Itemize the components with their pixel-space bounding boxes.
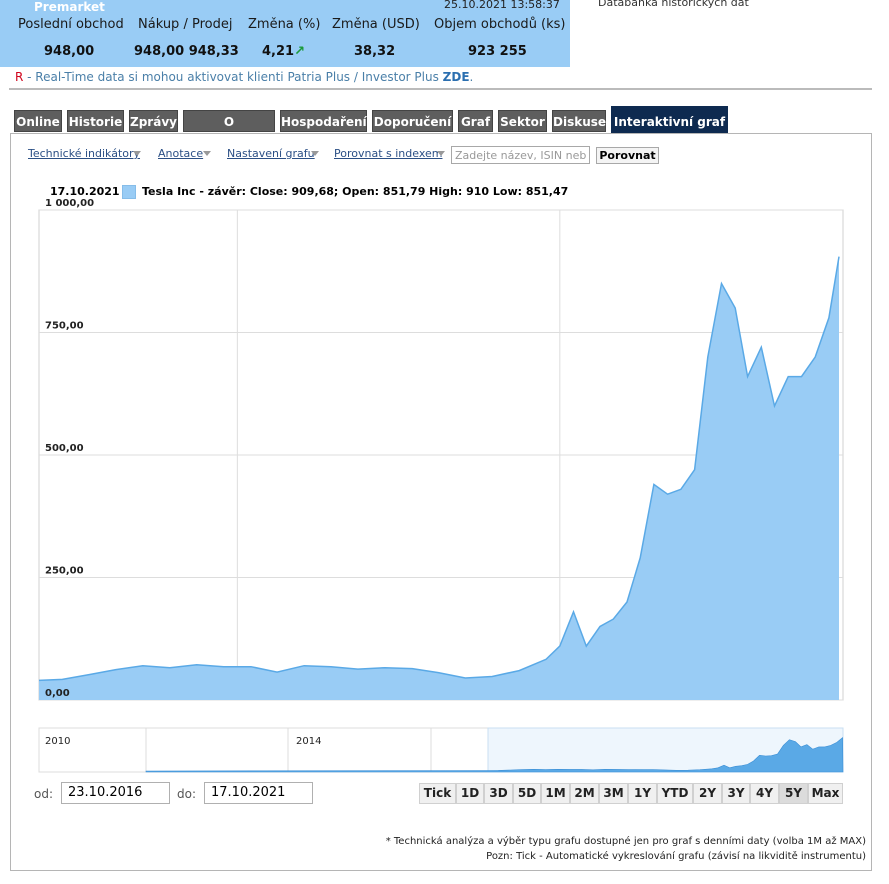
quote-panel: Premarket 25.10.2021 13:58:37 Poslední o… xyxy=(0,0,570,67)
chevron-down-icon[interactable] xyxy=(437,151,445,156)
navigator-year-label: 2010 xyxy=(45,736,70,747)
tab-hospodareni[interactable]: Hospodaření xyxy=(280,110,367,132)
range-button-5y[interactable]: 5Y xyxy=(779,783,808,804)
y-tick-label: 750,00 xyxy=(45,321,84,332)
tab-online[interactable]: Online xyxy=(14,110,62,132)
tab-graf[interactable]: Graf xyxy=(458,110,493,132)
chart-settings-menu[interactable]: Nastavení grafu xyxy=(227,147,315,160)
header-last-trade: Poslední obchod xyxy=(18,17,124,32)
price-line xyxy=(38,256,840,682)
range-button-1y[interactable]: 1Y xyxy=(628,783,657,804)
tab-o-spolecnosti[interactable]: O společnosti xyxy=(183,110,275,151)
y-tick-label: 250,00 xyxy=(45,566,84,577)
change-pct-value: 4,21↗ xyxy=(262,44,305,59)
quote-datetime: 25.10.2021 13:58:37 xyxy=(444,0,560,11)
header-change-usd: Změna (USD) xyxy=(332,17,420,32)
realtime-note-dot: . xyxy=(469,70,474,84)
realtime-note: R - Real-Time data si mohou aktivovat kl… xyxy=(15,70,473,84)
y-axis-labels: 1 000,00 750,00 500,00 250,00 0,00 xyxy=(45,198,94,699)
y-tick-label: 1 000,00 xyxy=(45,198,94,209)
y-tick-label: 0,00 xyxy=(45,688,70,699)
tab-historie[interactable]: Historie xyxy=(67,110,124,132)
footnote-tick: Pozn: Tick - Automatické vykreslování gr… xyxy=(486,851,866,862)
chart-frame xyxy=(10,133,872,871)
legend-text: Tesla Inc - závěr: Close: 909,68; Open: … xyxy=(142,185,569,198)
tab-interaktivni-graf[interactable]: Interaktivní graf xyxy=(611,106,728,133)
compare-search-input[interactable] xyxy=(451,146,590,164)
realtime-note-text: - Real-Time data si mohou aktivovat klie… xyxy=(23,70,443,84)
tab-doporuceni[interactable]: Doporučení xyxy=(372,110,453,132)
range-button-3m[interactable]: 3M xyxy=(599,783,628,804)
header-volume: Objem obchodů (ks) xyxy=(434,17,566,32)
tab-sektor[interactable]: Sektor xyxy=(498,110,547,132)
from-date-input[interactable]: 23.10.2016 xyxy=(61,782,170,804)
bid-ask-value: 948,00 948,33 xyxy=(134,44,239,59)
range-button-3d[interactable]: 3D xyxy=(484,783,513,804)
up-arrow-icon: ↗ xyxy=(294,44,305,59)
chevron-down-icon[interactable] xyxy=(133,151,141,156)
price-area xyxy=(39,256,839,700)
tab-diskuse[interactable]: Diskuse xyxy=(552,110,606,132)
to-date-input[interactable]: 17.10.2021 xyxy=(204,782,313,804)
chevron-down-icon[interactable] xyxy=(311,151,319,156)
last-trade-value: 948,00 xyxy=(44,44,95,59)
navigator-area xyxy=(145,736,844,773)
from-label: od: xyxy=(34,787,54,801)
to-label: do: xyxy=(177,787,197,801)
range-button-2y[interactable]: 2Y xyxy=(693,783,722,804)
range-button-5d[interactable]: 5D xyxy=(513,783,541,804)
range-button-ytd[interactable]: YTD xyxy=(657,783,693,804)
range-button-1m[interactable]: 1M xyxy=(541,783,570,804)
header-change-pct: Změna (%) xyxy=(248,17,321,32)
chevron-down-icon[interactable] xyxy=(203,151,211,156)
footnote-technical: * Technická analýza a výběr typu grafu d… xyxy=(385,836,866,847)
range-button-max[interactable]: Max xyxy=(808,783,843,804)
volume-value: 923 255 xyxy=(468,44,527,59)
change-usd-value: 38,32 xyxy=(354,44,396,59)
realtime-zde-link[interactable]: ZDE xyxy=(442,70,470,84)
navigator: 201020142018 xyxy=(38,727,844,773)
range-button-2m[interactable]: 2M xyxy=(570,783,599,804)
realtime-r-marker: R xyxy=(15,70,24,84)
technical-indicators-menu[interactable]: Technické indikátory xyxy=(28,147,141,160)
y-tick-label: 500,00 xyxy=(45,443,84,454)
range-button-3y[interactable]: 3Y xyxy=(722,783,750,804)
header-bid-ask: Nákup / Prodej xyxy=(138,17,233,32)
compare-index-menu[interactable]: Porovnat s indexem xyxy=(334,147,443,160)
history-databank-link[interactable]: Databanka historických dat xyxy=(598,0,749,9)
range-button-tick[interactable]: Tick xyxy=(419,783,456,804)
compare-button[interactable]: Porovnat xyxy=(596,147,659,164)
range-button-1d[interactable]: 1D xyxy=(456,783,484,804)
change-pct-text: 4,21 xyxy=(262,44,295,59)
annotations-menu[interactable]: Anotace xyxy=(158,147,204,160)
tab-zpravy[interactable]: Zprávy xyxy=(129,110,178,132)
premarket-label: Premarket xyxy=(34,0,105,14)
legend-swatch xyxy=(122,185,136,199)
navigator-year-label: 2014 xyxy=(296,736,321,747)
chart-date: 17.10.2021 xyxy=(50,185,120,198)
range-button-4y[interactable]: 4Y xyxy=(750,783,779,804)
divider xyxy=(9,88,872,90)
